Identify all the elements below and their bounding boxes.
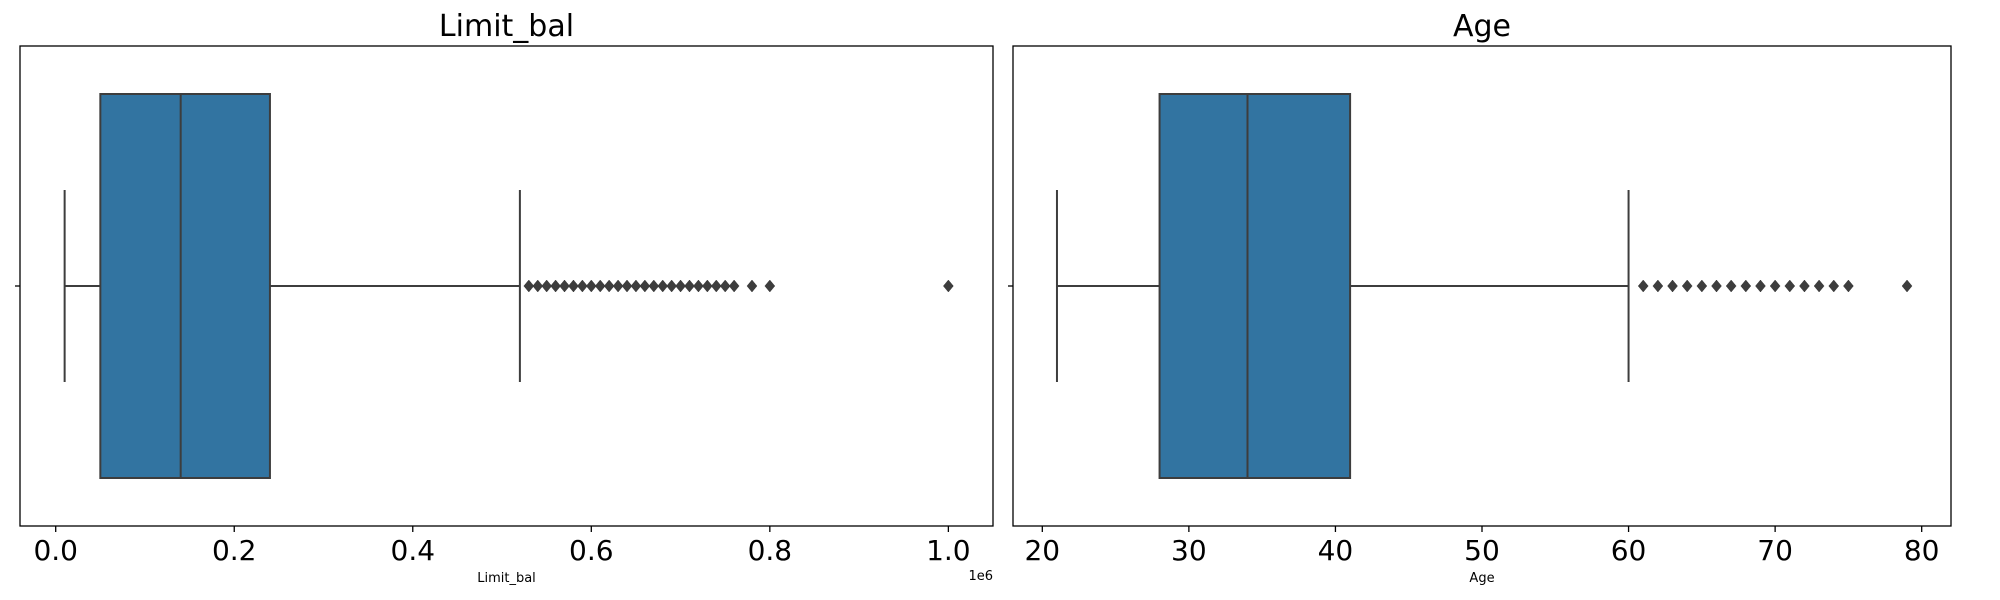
x-tick-label: 20 <box>1024 534 1060 567</box>
boxplot-panel-limit-bal: Limit_bal 0.0 0.2 0.4 0.6 0.8 1.0 Limit_bal 1e6 <box>15 9 994 586</box>
outlier-point <box>728 279 740 293</box>
x-axis-offset-text: 1e6 <box>968 569 993 584</box>
x-tick-label: 1.0 <box>926 534 971 567</box>
x-tick-label: 0.2 <box>212 534 257 567</box>
outlier-point <box>559 279 570 293</box>
outlier-point <box>1784 279 1796 293</box>
x-tick-label: 0.4 <box>391 534 436 567</box>
x-tick-label: 40 <box>1318 534 1354 567</box>
outlier-point <box>1681 279 1693 293</box>
outlier-point <box>684 279 695 293</box>
iqr-box <box>1158 93 1352 479</box>
x-tick-label: 0.0 <box>33 534 78 567</box>
outlier-point <box>666 279 677 293</box>
outlier-point <box>1740 279 1752 293</box>
outlier-point <box>693 279 704 293</box>
x-tick-label: 80 <box>1904 534 1940 567</box>
outlier-point <box>550 279 561 293</box>
outlier-point <box>1696 279 1708 293</box>
chart-title: Limit_bal <box>439 9 574 44</box>
outlier-point <box>746 279 758 293</box>
outlier-point <box>612 279 624 293</box>
outlier-point <box>639 279 651 293</box>
x-axis-label: Limit_bal <box>477 571 536 586</box>
x-tick-label: 30 <box>1171 534 1207 567</box>
outlier-point <box>710 279 722 293</box>
outlier-point <box>943 279 954 293</box>
outlier-point <box>541 279 552 293</box>
outlier-point <box>764 279 776 293</box>
outlier-point <box>1813 279 1825 293</box>
outlier-point <box>1828 279 1840 293</box>
outlier-point <box>621 279 633 293</box>
outlier-point <box>702 279 713 293</box>
outlier-point <box>1637 279 1649 293</box>
outlier-point <box>523 279 535 293</box>
outlier-point <box>719 279 731 293</box>
outlier-point <box>1843 279 1854 293</box>
iqr-box <box>99 93 271 479</box>
boxplot-panel-age: Age 20 30 40 50 60 70 80 Age <box>1008 9 1952 586</box>
outlier-point <box>585 279 597 293</box>
x-tick-label: 70 <box>1757 534 1793 567</box>
x-tick-label: 60 <box>1611 534 1647 567</box>
outlier-point <box>648 279 660 293</box>
outlier-point <box>603 279 615 293</box>
outlier-point <box>1725 279 1737 293</box>
outlier-point <box>657 279 669 293</box>
outlier-point <box>1755 279 1766 293</box>
x-axis-label: Age <box>1469 571 1494 586</box>
outlier-point <box>577 279 588 293</box>
x-tick-label: 50 <box>1464 534 1500 567</box>
chart-title: Age <box>1453 9 1511 44</box>
x-tick-label: 0.8 <box>748 534 793 567</box>
x-tick-label: 0.6 <box>569 534 614 567</box>
outlier-point <box>594 279 606 293</box>
outlier-point <box>630 279 642 293</box>
outlier-point <box>1901 279 1913 293</box>
outlier-point <box>568 279 579 293</box>
outlier-point <box>675 279 686 293</box>
outlier-point <box>1667 279 1678 293</box>
outlier-point <box>1652 279 1664 293</box>
outlier-point <box>532 279 544 293</box>
outlier-point <box>1711 279 1722 293</box>
outlier-point <box>1769 279 1781 293</box>
outlier-point <box>1799 279 1810 293</box>
